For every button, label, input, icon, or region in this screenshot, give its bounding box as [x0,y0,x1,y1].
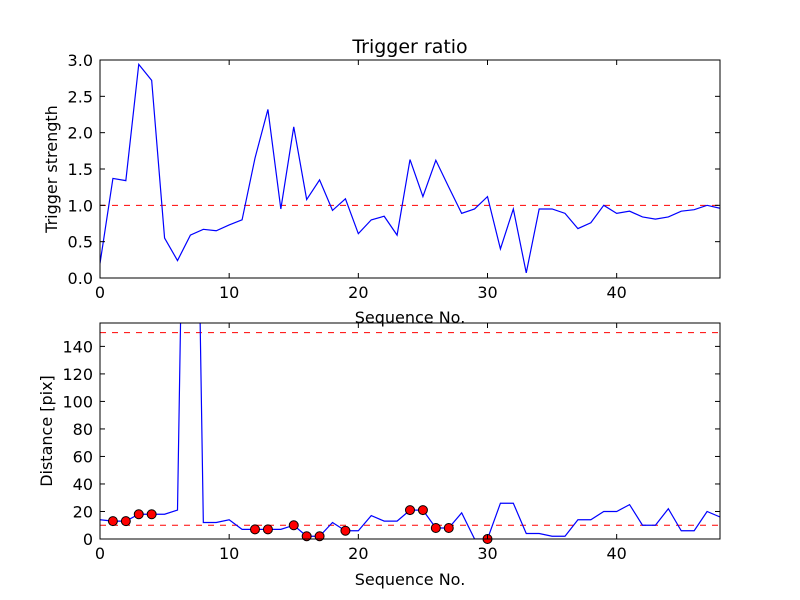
trigger-x-tick-label: 0 [95,283,105,302]
trigger-y-tick-label: 2.0 [68,124,93,143]
distance-y-tick-label: 60 [73,447,93,466]
distance-y-tick-label: 20 [73,502,93,521]
distance-marker-point [301,531,312,542]
distance-y-tick-label: 100 [62,392,93,411]
distance-axes-frame [99,322,721,540]
distance-x-axis-label: Sequence No. [355,570,466,589]
distance-x-tick-label: 10 [219,544,239,563]
chart-distance: 0 10 20 30 40 0 20 40 60 80 100 120 140 Sequence No.… [37,322,721,589]
distance-marker-point [430,522,441,533]
trigger-series-line [100,62,720,274]
distance-y-tick-label: 0 [83,530,93,549]
trigger-plot-area: 0 10 20 30 40 0.0 0.5 1.0 1.5 2.0 2.5 3.0 [68,51,720,302]
distance-y-tick-label: 80 [73,420,93,439]
chart-title: Trigger ratio [351,36,467,58]
distance-marker-point [133,509,144,520]
distance-marker-point [314,531,325,542]
distance-marker-point [443,522,454,533]
distance-y-tick-label: 120 [62,365,93,384]
distance-marker-point [288,520,299,531]
trigger-x-tick-label: 10 [219,283,239,302]
trigger-x-tick-label: 20 [348,283,368,302]
distance-x-tick-label: 0 [95,544,105,563]
distance-marker-point [340,525,351,536]
distance-marker-point [250,524,260,535]
distance-y-tick-label: 40 [73,475,93,494]
distance-x-tick-label: 20 [348,544,368,563]
distance-y-axis-label: Distance [pix] [37,375,56,487]
distance-plot-area: 0 10 20 30 40 0 20 40 60 80 100 120 140 [62,323,720,563]
distance-marker-point [262,524,273,535]
distance-marker-point [417,505,428,516]
distance-x-tick-label: 40 [606,544,626,563]
trigger-x-axis-label: Sequence No. [355,308,466,327]
distance-marker-point [146,509,157,520]
distance-marker-point [120,516,131,527]
trigger-y-tick-label: 1.5 [68,160,93,179]
trigger-axes-frame [99,59,721,279]
chart-trigger-ratio: Trigger ratio 0 10 20 30 40 0.0 0.5 1.0 1.5 2.0 2.… [42,36,721,327]
trigger-y-tick-label: 0.0 [68,269,93,288]
trigger-y-tick-label: 1.0 [68,196,93,215]
trigger-x-tick-label: 30 [477,283,497,302]
distance-y-tick-label: 140 [62,337,93,356]
trigger-x-tick-label: 40 [606,283,626,302]
distance-marker-point [107,516,118,527]
trigger-y-tick-label: 0.5 [68,233,93,252]
distance-marker-point [405,505,415,516]
trigger-y-tick-label: 2.5 [68,87,93,106]
distance-x-tick-label: 30 [477,544,497,563]
trigger-y-axis-label: Trigger strength [42,105,61,234]
trigger-y-tick-label: 3.0 [68,51,93,70]
